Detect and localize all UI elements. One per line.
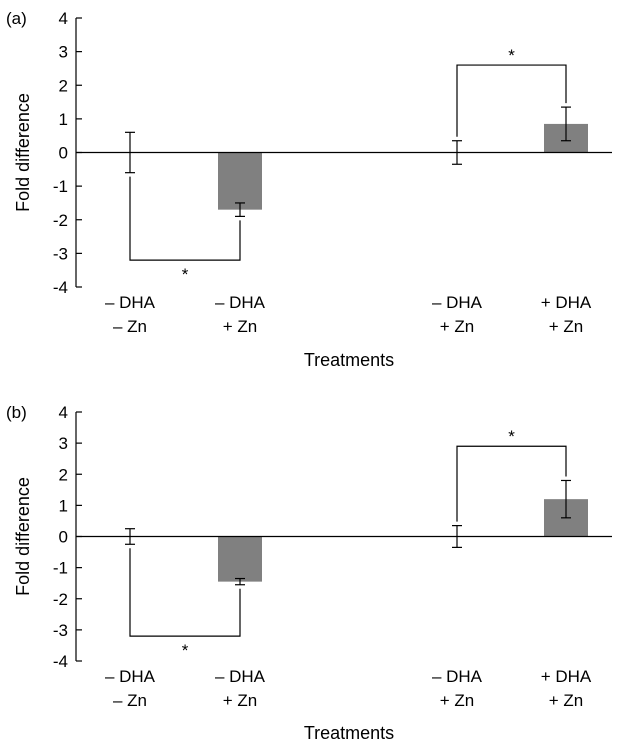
y-tick-label: -2 bbox=[53, 211, 68, 230]
bar bbox=[218, 152, 262, 210]
x-category-label: + Zn bbox=[223, 691, 258, 710]
y-tick-label: -1 bbox=[53, 559, 68, 578]
significance-bracket bbox=[456, 445, 567, 522]
significance-marker: * bbox=[508, 427, 515, 446]
significance-marker: * bbox=[182, 641, 189, 660]
x-category-label: + Zn bbox=[223, 317, 258, 336]
x-category-label: – Zn bbox=[113, 317, 147, 336]
y-tick-label: 3 bbox=[59, 434, 68, 453]
y-tick-label: 1 bbox=[59, 110, 68, 129]
y-tick-label: 2 bbox=[59, 76, 68, 95]
y-tick-label: 0 bbox=[59, 144, 68, 163]
y-tick-label: 2 bbox=[59, 465, 68, 484]
y-axis-title: Fold difference bbox=[13, 477, 33, 596]
significance-bracket bbox=[129, 548, 241, 637]
panel-label: (b) bbox=[6, 403, 27, 422]
y-tick-label: -2 bbox=[53, 590, 68, 609]
y-tick-label: -3 bbox=[53, 621, 68, 640]
y-axis-title: Fold difference bbox=[13, 93, 33, 212]
y-tick-label: -4 bbox=[53, 652, 68, 671]
bar bbox=[218, 536, 262, 582]
x-axis-title: Treatments bbox=[304, 350, 394, 370]
significance-marker: * bbox=[508, 46, 515, 65]
significance-bracket bbox=[129, 176, 241, 261]
x-category-label: + Zn bbox=[440, 691, 475, 710]
x-category-label: – DHA bbox=[215, 293, 266, 312]
significance-marker: * bbox=[182, 265, 189, 284]
x-category-label: – DHA bbox=[432, 293, 483, 312]
x-category-label: + DHA bbox=[541, 667, 592, 686]
x-category-label: – DHA bbox=[105, 667, 156, 686]
y-tick-label: 4 bbox=[59, 403, 68, 422]
x-category-label: – DHA bbox=[105, 293, 156, 312]
y-tick-label: -1 bbox=[53, 177, 68, 196]
x-category-label: + DHA bbox=[541, 293, 592, 312]
chart-panel-b: (b) 4 3 2 1 0 -1 -2 -3 -4 Fold difference * * – DHA – … bbox=[6, 403, 612, 742]
x-category-label: + Zn bbox=[549, 691, 584, 710]
y-tick-label: 3 bbox=[59, 43, 68, 62]
panel-label: (a) bbox=[6, 9, 27, 28]
x-category-label: – DHA bbox=[215, 667, 266, 686]
x-category-label: + Zn bbox=[549, 317, 584, 336]
x-category-label: – Zn bbox=[113, 691, 147, 710]
y-tick-label: -3 bbox=[53, 244, 68, 263]
y-tick-label: 0 bbox=[59, 528, 68, 547]
chart-panel-a: (a) 4 3 2 1 0 -1 -2 -3 -4 Fold difference * * – DHA – … bbox=[6, 9, 612, 370]
y-tick-label: 4 bbox=[59, 9, 68, 28]
x-category-label: – DHA bbox=[432, 667, 483, 686]
y-tick-label: -4 bbox=[53, 278, 68, 297]
y-tick-label: 1 bbox=[59, 496, 68, 515]
significance-bracket bbox=[456, 64, 567, 137]
x-axis-title: Treatments bbox=[304, 723, 394, 742]
x-category-label: + Zn bbox=[440, 317, 475, 336]
